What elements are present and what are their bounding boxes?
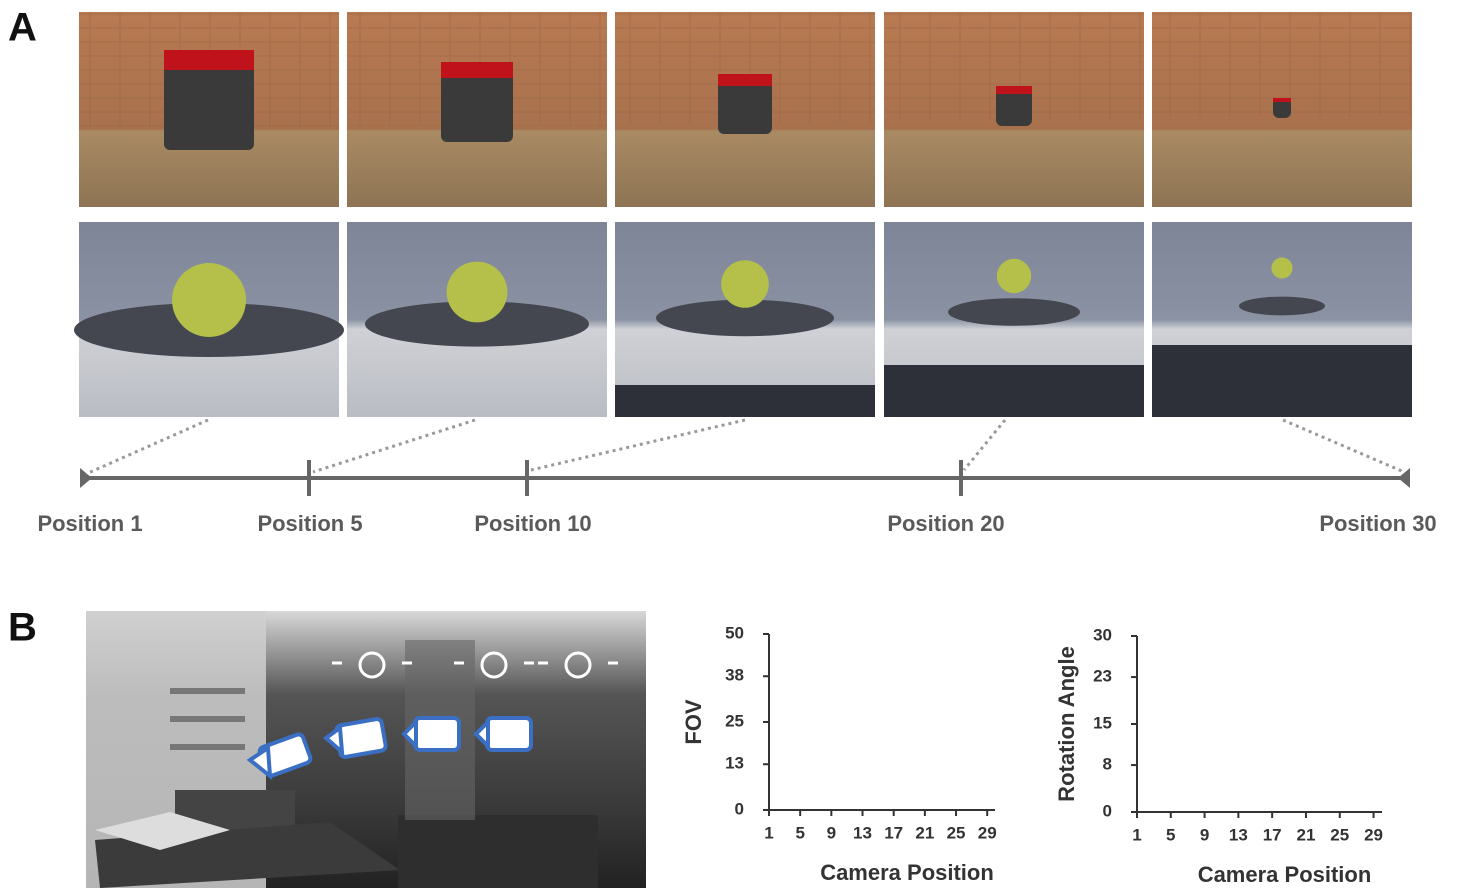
kitchen-photo xyxy=(347,222,607,417)
workshop-photo xyxy=(79,12,339,207)
x-tick-label: 17 xyxy=(884,823,903,842)
apple xyxy=(997,259,1031,293)
y-tick-label: 0 xyxy=(1103,801,1112,820)
kitchen-photo xyxy=(74,222,344,417)
counter xyxy=(884,365,1144,417)
connector xyxy=(313,420,475,472)
y-axis-label: FOV xyxy=(681,699,706,745)
panel-label: A xyxy=(8,6,37,50)
workshop-photo xyxy=(615,12,875,207)
y-tick-label: 25 xyxy=(725,711,744,730)
room-render xyxy=(86,611,646,888)
apple xyxy=(721,260,769,308)
paint-lid xyxy=(441,62,513,78)
connector xyxy=(531,420,745,470)
plate xyxy=(1239,297,1325,316)
workshop-photo xyxy=(347,12,607,207)
x-tick-label: 21 xyxy=(915,823,934,842)
panel-label: B xyxy=(8,606,37,650)
x-tick-label: 1 xyxy=(1132,825,1141,844)
x-tick-label: 5 xyxy=(1166,825,1175,844)
y-tick-label: 0 xyxy=(735,799,744,818)
position-label: Position 1 xyxy=(37,511,142,536)
timeline xyxy=(80,420,1410,496)
y-tick-label: 8 xyxy=(1103,755,1112,774)
position-label: Position 5 xyxy=(257,511,362,536)
position-label: Position 30 xyxy=(1319,511,1436,536)
counter xyxy=(1152,345,1412,417)
x-tick-label: 5 xyxy=(795,823,804,842)
x-axis-label: Camera Position xyxy=(820,860,994,885)
paint-lid xyxy=(164,50,254,70)
y-tick-label: 13 xyxy=(725,754,744,773)
x-tick-label: 9 xyxy=(1200,825,1209,844)
kitchen-photo xyxy=(884,222,1144,417)
x-tick-label: 25 xyxy=(947,823,966,842)
figure: A B 0132538501591317212529Camera Positio… xyxy=(0,0,1467,888)
position-label: Position 10 xyxy=(474,511,591,536)
y-tick-label: 38 xyxy=(725,666,744,685)
x-tick-label: 13 xyxy=(853,823,872,842)
apple xyxy=(172,263,246,337)
counter xyxy=(615,385,875,417)
photo-grid xyxy=(74,12,1412,417)
x-tick-label: 9 xyxy=(827,823,836,842)
paint-lid xyxy=(996,86,1032,94)
kitchen-photo xyxy=(1152,222,1412,417)
x-tick-label: 1 xyxy=(764,823,773,842)
x-tick-label: 21 xyxy=(1297,825,1316,844)
y-tick-label: 50 xyxy=(725,623,744,642)
plate xyxy=(948,298,1080,326)
y-axis-label: Rotation Angle xyxy=(1054,646,1079,802)
x-axis-label: Camera Position xyxy=(1198,862,1372,887)
x-tick-label: 25 xyxy=(1330,825,1349,844)
apple xyxy=(447,262,508,323)
workshop-photo xyxy=(884,12,1144,207)
connector xyxy=(964,420,1005,470)
x-tick-label: 17 xyxy=(1263,825,1282,844)
y-tick-label: 30 xyxy=(1093,625,1112,644)
connector xyxy=(86,420,208,474)
x-tick-label: 29 xyxy=(1364,825,1383,844)
apple xyxy=(1271,257,1292,278)
paint-lid xyxy=(1273,98,1291,102)
x-tick-label: 13 xyxy=(1229,825,1248,844)
line-chart: 0 13 25 38 50 1 5 9 13 17 21 25 29 Camera Position FOV xyxy=(681,623,997,884)
workshop-photo xyxy=(1152,12,1412,207)
paint-lid xyxy=(718,74,772,86)
y-tick-label: 23 xyxy=(1093,667,1112,686)
position-label: Position 20 xyxy=(887,511,1004,536)
y-tick-label: 15 xyxy=(1093,713,1112,732)
connector xyxy=(1283,420,1404,472)
x-tick-label: 29 xyxy=(978,823,997,842)
kitchen-photo xyxy=(615,222,875,417)
